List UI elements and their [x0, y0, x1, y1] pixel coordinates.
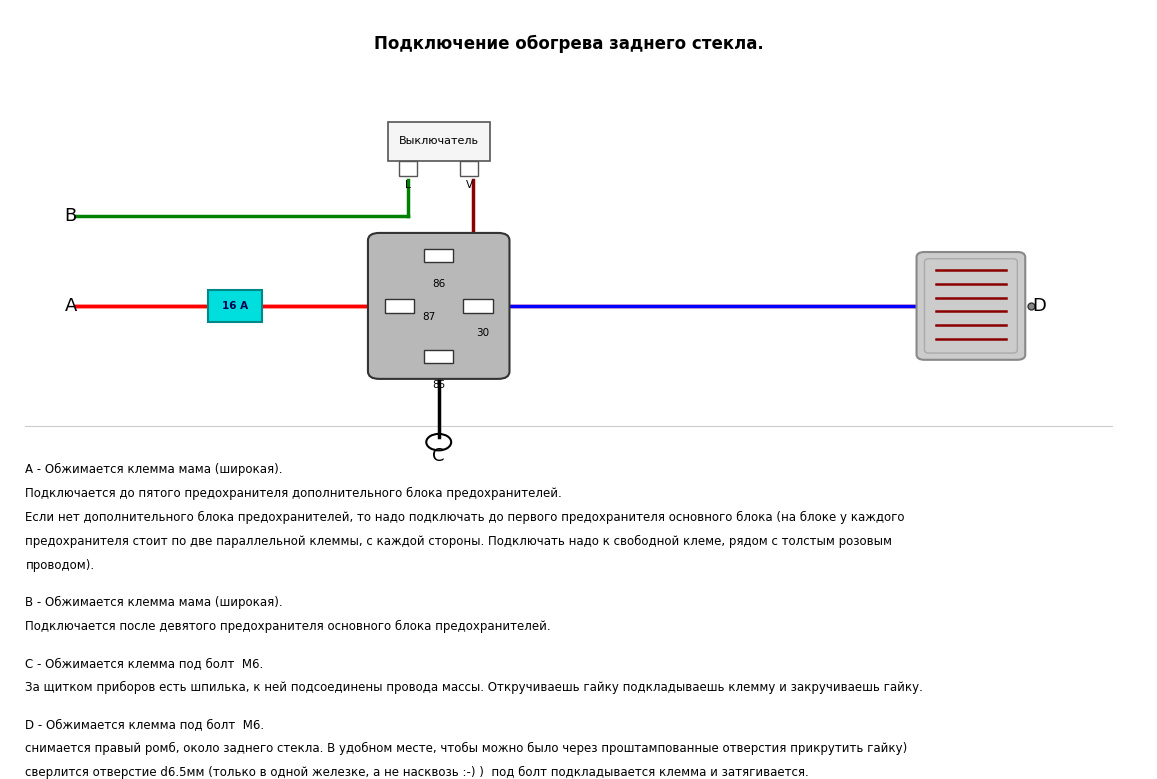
Text: B: B: [65, 207, 76, 225]
Bar: [399, 160, 418, 176]
Bar: [463, 299, 493, 312]
Text: За щитком приборов есть шпилька, к ней подсоединены провода массы. Откручиваешь : За щитком приборов есть шпилька, к ней п…: [25, 681, 923, 694]
Text: 30: 30: [476, 329, 489, 338]
Bar: [388, 122, 489, 160]
Text: снимается правый ромб, около заднего стекла. В удобном месте, чтобы можно было ч: снимается правый ромб, около заднего сте…: [25, 742, 908, 755]
Text: A - Обжимается клемма мама (широкая).: A - Обжимается клемма мама (широкая).: [25, 463, 283, 476]
Text: L: L: [405, 180, 411, 190]
Text: A: A: [65, 297, 76, 315]
Text: 87: 87: [422, 312, 436, 322]
Text: D: D: [1032, 297, 1046, 315]
Text: D - Обжимается клемма под болт  М6.: D - Обжимается клемма под болт М6.: [25, 718, 265, 731]
Text: C: C: [433, 446, 445, 464]
Text: Подключается после девятого предохранителя основного блока предохранителей.: Подключается после девятого предохраните…: [25, 620, 551, 633]
Text: Подключается до пятого предохранителя дополнительного блока предохранителей.: Подключается до пятого предохранителя до…: [25, 487, 562, 500]
Text: Выключатель: Выключатель: [399, 136, 479, 146]
FancyBboxPatch shape: [924, 259, 1017, 353]
Text: V: V: [466, 180, 473, 190]
Text: проводом).: проводом).: [25, 559, 95, 572]
Text: B - Обжимается клемма мама (широкая).: B - Обжимается клемма мама (широкая).: [25, 596, 283, 609]
Bar: [385, 299, 414, 312]
Text: сверлится отверстие d6.5мм (только в одной железке, а не насквозь :-) )  под бол: сверлится отверстие d6.5мм (только в одн…: [25, 766, 809, 779]
FancyBboxPatch shape: [368, 233, 509, 379]
Text: Если нет дополнительного блока предохранителей, то надо подключать до первого пр: Если нет дополнительного блока предохран…: [25, 511, 905, 524]
Text: Подключение обогрева заднего стекла.: Подключение обогрева заднего стекла.: [374, 35, 764, 53]
Text: предохранителя стоит по две параллельной клеммы, с каждой стороны. Подключать на: предохранителя стоит по две параллельной…: [25, 535, 892, 548]
Text: 16 A: 16 A: [222, 301, 248, 311]
Text: C - Обжимается клемма под болт  М6.: C - Обжимается клемма под болт М6.: [25, 657, 264, 670]
Text: 85: 85: [432, 380, 445, 390]
Bar: [423, 249, 454, 262]
Bar: [460, 160, 478, 176]
Bar: [423, 350, 454, 363]
FancyBboxPatch shape: [916, 252, 1025, 360]
Bar: [208, 291, 263, 322]
Text: 86: 86: [432, 280, 445, 289]
